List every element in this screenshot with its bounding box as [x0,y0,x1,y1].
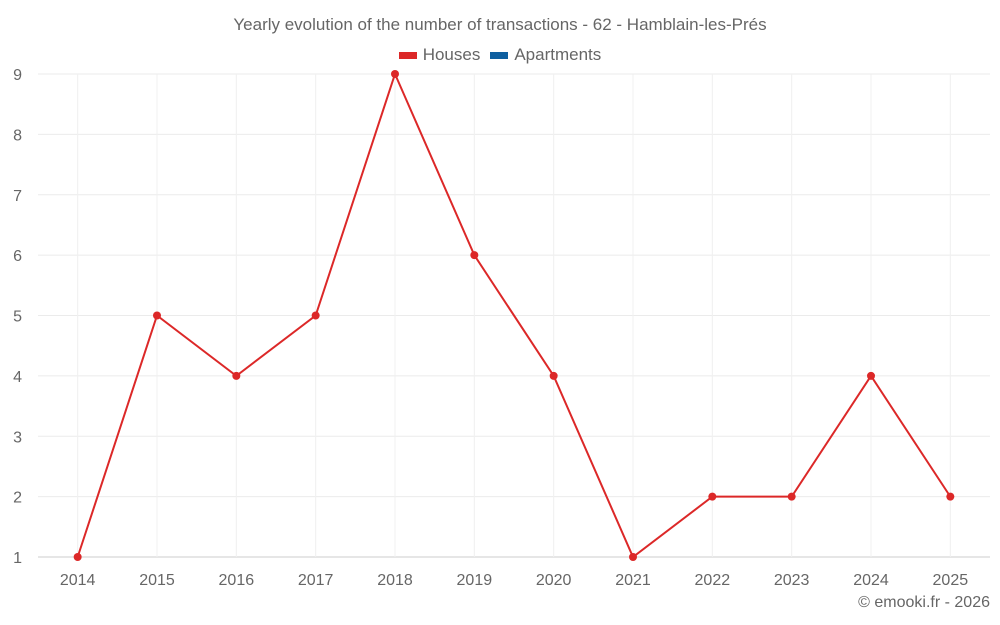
x-tick-label: 2023 [774,572,810,589]
data-point [867,371,875,380]
x-tick-label: 2014 [60,572,96,589]
x-tick-label: 2015 [139,572,175,589]
series-line-houses [76,71,952,559]
x-tick-label: 2020 [536,572,572,589]
legend: Houses Apartments [0,45,1000,65]
y-tick-label: 8 [13,127,22,144]
data-point [391,70,399,78]
data-point [549,371,558,380]
data-point [470,251,479,260]
x-tick-label: 2021 [615,572,651,589]
y-tick-label: 6 [13,248,22,265]
data-point [232,371,241,380]
data-point [73,553,82,561]
y-tick-label: 4 [13,369,22,386]
y-tick-label: 3 [13,429,22,446]
data-point [311,311,320,320]
x-tick-label: 2016 [219,572,255,589]
legend-item-apartments[interactable]: Apartments [490,45,601,65]
legend-item-houses[interactable]: Houses [398,45,481,65]
x-tick-label: 2017 [298,572,334,589]
houses-swatch [398,51,417,59]
data-point [629,553,637,561]
y-tick-label: 9 [13,67,22,84]
y-tick-label: 5 [13,309,22,326]
apartments-swatch [490,51,509,59]
y-tick-label: 1 [13,550,22,567]
x-tick-label: 2024 [853,572,889,589]
x-tick-label: 2019 [457,572,493,589]
x-tick-label: 2018 [377,572,413,589]
x-tick-label: 2022 [695,572,731,589]
data-point [787,492,796,501]
credit: © emooki.fr - 2026 [858,594,990,611]
y-tick-label: 7 [13,188,22,205]
legend-label-apartments: Apartments [514,45,602,64]
data-point [153,311,161,320]
legend-label-houses: Houses [422,45,481,64]
data-point [946,492,955,501]
chart-title: Yearly evolution of the number of transa… [233,15,767,34]
x-tick-label: 2025 [933,572,969,589]
y-tick-label: 2 [13,490,22,507]
data-point [708,492,717,501]
